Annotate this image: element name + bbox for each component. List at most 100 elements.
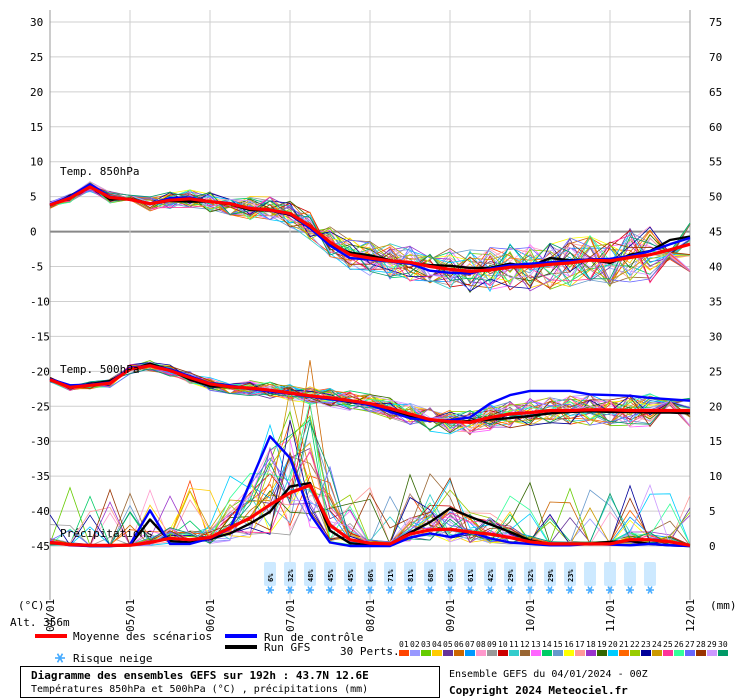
chart-subtitle: Températures 850hPa et 500hPa (°C) , pré… — [31, 684, 369, 695]
snow-risk-cell — [424, 562, 436, 586]
snow-risk-percent: 32% — [287, 569, 295, 582]
right-tick-label: 75 — [709, 16, 722, 29]
pert-legend-swatch — [564, 650, 574, 656]
pert-legend-swatch — [443, 650, 453, 656]
pert-legend-swatch — [531, 650, 541, 656]
pert-legend-label: 22 — [630, 640, 640, 649]
pert-legend-label: 08 — [476, 640, 486, 649]
pert-legend-swatch — [630, 650, 640, 656]
snow-risk-percent: 61% — [467, 569, 475, 582]
pert-legend-label: 17 — [575, 640, 585, 649]
snow-risk-percent: 45% — [347, 569, 355, 582]
snow-risk-percent: 23% — [567, 569, 575, 582]
left-tick-label: 0 — [30, 226, 37, 239]
snowflake-icon — [55, 653, 65, 663]
snowflake-stroke — [467, 586, 473, 594]
snow-risk-percent: 32% — [527, 569, 535, 582]
legend-snow-label: Risque neige — [73, 652, 152, 665]
pert-legend-swatch — [608, 650, 618, 656]
left-tick-label: 30 — [30, 16, 43, 29]
pert-legend-label: 29 — [707, 640, 717, 649]
pert-legend-label: 13 — [531, 640, 541, 649]
snow-risk-cell — [604, 562, 616, 586]
ensemble-member-line — [49, 184, 691, 294]
snowflake-stroke — [547, 586, 553, 594]
pert-legend-swatch — [707, 650, 717, 656]
snowflake-stroke — [507, 586, 513, 594]
left-tick-label: 15 — [30, 121, 43, 134]
ensemble-member-line — [49, 190, 691, 291]
legend-mean-label: Moyenne des scénarios — [73, 630, 212, 643]
pert-legend-label: 27 — [685, 640, 695, 649]
right-tick-label: 5 — [709, 505, 716, 518]
pert-legend-swatch — [454, 650, 464, 656]
snowflake-stroke — [627, 586, 633, 594]
snowflake-stroke — [387, 586, 393, 594]
snowflake-icon — [646, 586, 654, 594]
section-label-t500: Temp. 500hPa — [60, 363, 139, 376]
snow-risk-percent: 42% — [487, 569, 495, 582]
snow-risk-percent: 71% — [387, 569, 395, 582]
snow-risk-percent: 68% — [427, 569, 435, 582]
snow-risk-percent: 65% — [447, 569, 455, 582]
snow-risk-cell — [404, 562, 416, 586]
pert-legend-swatch — [432, 650, 442, 656]
snow-risk-percent: 48% — [307, 569, 315, 582]
date-tick-label: 08/01 — [364, 599, 377, 632]
right-tick-label: 55 — [709, 156, 722, 169]
right-tick-label: 20 — [709, 400, 722, 413]
snowflake-stroke — [587, 586, 593, 594]
pert-legend-label: 03 — [421, 640, 431, 649]
snowflake-icon — [566, 586, 574, 594]
snowflake-icon — [406, 586, 414, 594]
left-tick-label: 20 — [30, 86, 43, 99]
snowflake-stroke — [327, 586, 333, 594]
pert-legend-swatch — [718, 650, 728, 656]
pert-legend-label: 06 — [454, 640, 464, 649]
ensemble-member-line — [49, 182, 691, 284]
pert-legend-label: 11 — [509, 640, 519, 649]
pert-legend-label: 10 — [498, 640, 508, 649]
pert-legend-label: 02 — [410, 640, 420, 649]
altitude-label: Alt. 356m — [10, 616, 70, 629]
date-tick-label: 12/01 — [684, 599, 697, 632]
left-tick-label: -40 — [30, 505, 50, 518]
left-tick-label: -25 — [30, 400, 50, 413]
snowflake-stroke — [407, 586, 413, 594]
snowflake-icon — [506, 586, 514, 594]
left-tick-label: -15 — [30, 330, 50, 343]
ensemble-member-line — [49, 368, 691, 426]
left-tick-label: -35 — [30, 470, 50, 483]
pert-legend-label: 25 — [663, 640, 673, 649]
pert-legend-swatch — [674, 650, 684, 656]
snowflake-icon — [366, 586, 374, 594]
pert-legend-label: 30 — [718, 640, 728, 649]
date-tick-label: 04/01 — [44, 599, 57, 632]
pert-legend-swatch — [652, 650, 662, 656]
right-tick-label: 35 — [709, 295, 722, 308]
snow-risk-cell — [324, 562, 336, 586]
snow-risk-cell — [364, 562, 376, 586]
run-label: Ensemble GEFS du 04/01/2024 - 00Z — [449, 669, 648, 680]
snowflake-stroke — [647, 586, 653, 594]
snow-risk-cell — [284, 562, 296, 586]
snowflake-icon — [526, 586, 534, 594]
pert-legend-label: 23 — [641, 640, 651, 649]
legend-mean-swatch — [35, 634, 67, 638]
date-tick-label: 11/01 — [604, 599, 617, 632]
date-tick-label: 05/01 — [124, 599, 137, 632]
snow-risk-cell — [644, 562, 656, 586]
snowflake-stroke — [427, 586, 433, 594]
snowflake-icon — [306, 586, 314, 594]
pert-legend-label: 12 — [520, 640, 530, 649]
snowflake-stroke — [607, 586, 613, 594]
snowflake-icon — [606, 586, 614, 594]
pert-legend-swatch — [509, 650, 519, 656]
snowflake-stroke — [347, 586, 353, 594]
right-tick-label: 70 — [709, 51, 722, 64]
legend-control-label: Run de contrôle — [264, 631, 363, 644]
pert-legend-label: 16 — [564, 640, 574, 649]
pert-legend-label: 07 — [465, 640, 475, 649]
snow-risk-percent: 29% — [547, 569, 555, 582]
section-label-precip: Précipitations — [60, 527, 153, 540]
